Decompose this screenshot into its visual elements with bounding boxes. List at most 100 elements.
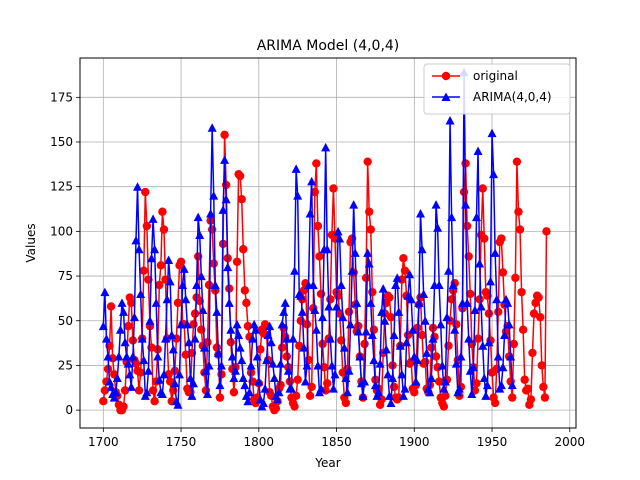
y-tick-label: 50	[58, 314, 73, 328]
data-point-original	[131, 359, 141, 368]
data-point-arima	[456, 352, 466, 361]
data-point-original	[150, 396, 159, 406]
data-point-original	[385, 293, 394, 302]
data-point-arima	[120, 337, 130, 347]
data-point-arima	[352, 298, 362, 307]
data-point-arima	[251, 325, 261, 334]
data-point-arima	[206, 209, 216, 218]
x-tick-label: 1800	[244, 435, 275, 449]
data-point-original	[480, 234, 489, 243]
data-point-arima	[185, 373, 195, 382]
data-point-original	[534, 293, 543, 302]
data-point-original	[256, 345, 265, 354]
data-point-original	[473, 334, 483, 343]
data-point-arima	[361, 326, 371, 336]
data-point-arima	[400, 384, 410, 393]
data-point-original	[165, 377, 175, 386]
data-point-arima	[299, 343, 309, 352]
data-point-arima	[201, 366, 211, 375]
data-point-original	[539, 382, 548, 392]
legend-label-original: original	[473, 69, 518, 83]
data-point-arima	[148, 214, 158, 223]
data-point-arima	[115, 325, 125, 334]
data-point-arima	[467, 389, 477, 399]
data-point-arima	[293, 191, 303, 200]
series-layer	[98, 67, 551, 415]
data-point-original	[159, 225, 169, 234]
data-point-arima	[199, 343, 209, 352]
data-point-arima	[482, 380, 492, 390]
data-point-original	[400, 266, 410, 275]
data-point-original	[361, 273, 371, 283]
data-point-original	[215, 393, 225, 402]
data-point-original	[368, 287, 377, 297]
data-point-arima	[347, 266, 357, 275]
data-point-arima	[330, 369, 340, 379]
data-point-arima	[447, 212, 457, 222]
data-point-arima	[122, 352, 132, 361]
data-point-original	[517, 287, 526, 297]
data-point-arima	[342, 387, 352, 397]
data-point-arima	[112, 373, 122, 382]
y-tick-label: 150	[50, 135, 73, 149]
data-point-original	[305, 391, 315, 401]
data-point-original	[242, 298, 251, 308]
data-point-arima	[302, 360, 312, 370]
data-point-arima	[167, 330, 177, 340]
x-tick-label: 2000	[555, 435, 586, 449]
series-arima	[98, 67, 517, 411]
data-point-original	[399, 253, 408, 263]
data-point-arima	[216, 360, 226, 370]
data-point-original	[106, 302, 116, 311]
data-point-arima	[291, 164, 301, 173]
data-point-arima	[405, 269, 415, 279]
data-point-original	[310, 187, 319, 197]
data-point-arima	[332, 301, 342, 311]
data-point-arima	[187, 391, 197, 400]
data-point-arima	[276, 359, 286, 368]
data-point-arima	[221, 194, 231, 204]
data-point-arima	[367, 330, 377, 340]
legend-marker-original	[441, 71, 451, 81]
data-point-arima	[481, 391, 491, 400]
legend-label-arima: ARIMA(4,0,4)	[473, 90, 552, 104]
data-point-arima	[388, 373, 398, 382]
data-point-original	[509, 339, 519, 349]
data-point-arima	[416, 209, 426, 218]
data-point-arima	[164, 255, 174, 264]
data-point-arima	[450, 325, 460, 334]
data-point-arima	[181, 294, 191, 304]
data-point-arima	[428, 334, 438, 343]
data-point-original	[410, 388, 419, 397]
data-point-original	[229, 388, 239, 397]
data-point-arima	[139, 355, 149, 365]
data-point-arima	[384, 391, 394, 400]
data-point-arima	[265, 321, 275, 331]
data-point-arima	[179, 264, 189, 273]
data-point-original	[204, 280, 214, 290]
data-point-original	[142, 221, 152, 231]
data-point-arima	[493, 352, 503, 361]
data-point-arima	[227, 352, 237, 361]
data-point-arima	[203, 389, 212, 399]
data-point-arima	[364, 259, 374, 268]
data-point-original	[498, 268, 508, 277]
data-point-arima	[492, 294, 502, 304]
data-point-original	[512, 157, 522, 166]
chart-title: ARIMA Model (4,0,4)	[257, 38, 400, 54]
data-point-original	[295, 341, 304, 350]
data-point-original	[459, 187, 469, 197]
data-point-arima	[126, 382, 136, 391]
data-point-arima	[436, 319, 446, 329]
data-point-arima	[490, 248, 500, 257]
data-point-original	[316, 289, 326, 299]
data-point-arima	[159, 369, 169, 379]
x-tick-label: 1900	[399, 435, 430, 449]
data-point-arima	[350, 248, 360, 257]
data-point-original	[155, 280, 164, 290]
data-point-arima	[335, 234, 345, 243]
data-point-arima	[476, 301, 486, 311]
data-point-original	[515, 225, 525, 234]
data-point-arima	[378, 284, 388, 293]
data-point-original	[124, 321, 133, 331]
